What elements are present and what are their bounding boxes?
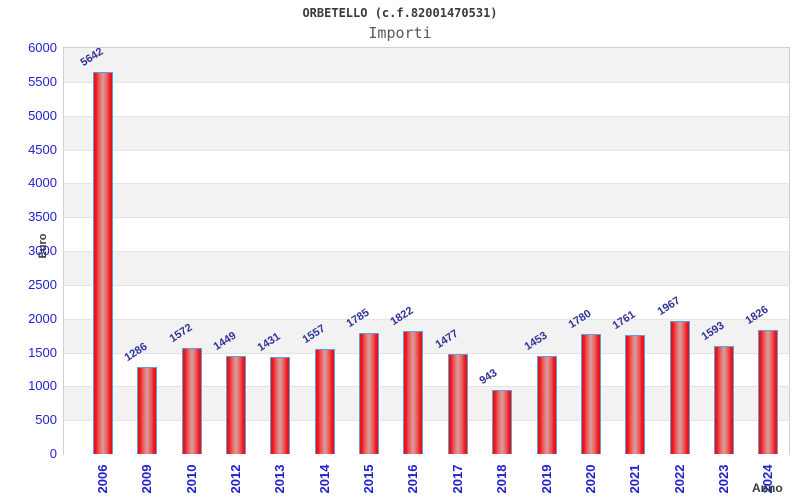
y-tick-label: 4500: [28, 141, 57, 157]
bar-2016: [403, 330, 424, 454]
x-tick-label: 2019: [538, 464, 554, 494]
grid-band: [64, 81, 789, 117]
x-tick-label: 2021: [627, 464, 643, 494]
grid-band: [64, 48, 789, 82]
bar-2020: [580, 333, 601, 454]
x-tick-label: 2015: [361, 464, 377, 494]
y-tick-label: 2500: [28, 276, 57, 292]
bar-2018: [492, 390, 513, 454]
bar-2010: [181, 347, 202, 454]
y-tick-label: 4000: [28, 175, 57, 191]
y-tick-label: 1000: [28, 378, 57, 394]
x-tick-label: 2016: [405, 464, 421, 494]
y-tick-label: 5500: [28, 73, 57, 89]
y-tick-label: 1500: [28, 344, 57, 360]
y-tick-label: 0: [49, 446, 57, 461]
x-tick-label: 2023: [715, 464, 731, 494]
x-tick-label: 2010: [183, 464, 199, 494]
bar-2012: [226, 355, 247, 454]
bar-2013: [270, 357, 291, 454]
bar-2022: [669, 320, 690, 454]
x-tick-label: 2014: [316, 464, 332, 494]
x-tick-label: 2022: [671, 464, 687, 494]
x-tick-label: 2017: [449, 464, 465, 494]
plot-area: [63, 47, 790, 455]
grid-band: [64, 217, 789, 252]
x-tick-label: 2009: [139, 464, 155, 494]
bar-2014: [314, 348, 335, 454]
grid-band: [64, 115, 789, 151]
bar-2009: [137, 366, 158, 454]
grid-band: [64, 149, 789, 185]
bar-2017: [447, 354, 468, 454]
grid-band: [64, 183, 789, 219]
bar-2023: [713, 346, 734, 454]
grid-band: [64, 251, 789, 286]
x-tick-label: 2006: [95, 464, 110, 494]
x-tick-label: 2012: [228, 464, 244, 494]
chart-subtitle: Importi: [368, 24, 432, 42]
bar-2019: [536, 355, 557, 454]
x-tick-label: 2018: [494, 464, 510, 494]
y-tick-label: 3000: [28, 243, 57, 258]
bar-2006: [93, 72, 113, 454]
y-tick-label: 500: [35, 412, 57, 428]
bar-2015: [359, 333, 380, 454]
bar-2021: [625, 334, 646, 454]
y-tick-label: 6000: [28, 40, 57, 55]
x-tick-label: 2013: [272, 464, 288, 494]
y-tick-label: 3500: [28, 209, 57, 225]
y-tick-label: 5000: [28, 107, 57, 123]
chart-title: ORBETELLO (c.f.82001470531): [302, 6, 498, 20]
bar-2024: [758, 330, 779, 454]
y-tick-label: 2000: [28, 310, 57, 326]
x-axis-title: Anno: [752, 481, 783, 495]
x-tick-label: 2020: [582, 464, 598, 494]
grid-band: [64, 284, 789, 320]
